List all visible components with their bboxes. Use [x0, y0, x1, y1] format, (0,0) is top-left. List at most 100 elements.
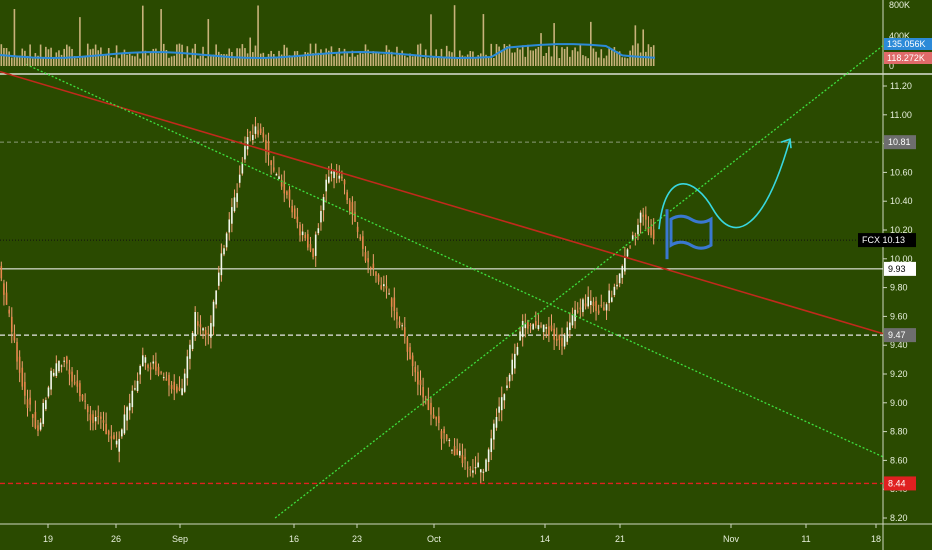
- candle-body[interactable]: [136, 380, 139, 391]
- candle-body[interactable]: [393, 297, 396, 311]
- candle-body[interactable]: [375, 271, 377, 276]
- candle-body[interactable]: [385, 286, 388, 289]
- candle-body[interactable]: [574, 309, 576, 322]
- candle-body[interactable]: [246, 137, 249, 150]
- candle-body[interactable]: [168, 374, 170, 386]
- candle-body[interactable]: [231, 207, 233, 224]
- candle-body[interactable]: [241, 163, 244, 174]
- candle-body[interactable]: [346, 192, 348, 201]
- candle-body[interactable]: [207, 333, 210, 335]
- candle-body[interactable]: [605, 304, 608, 311]
- candle-body[interactable]: [529, 324, 532, 327]
- candle-body[interactable]: [540, 325, 542, 327]
- candle-body[interactable]: [472, 470, 474, 473]
- candle-body[interactable]: [341, 176, 343, 179]
- candle-body[interactable]: [403, 327, 406, 337]
- candle-body[interactable]: [110, 436, 113, 439]
- candle-body[interactable]: [490, 438, 493, 453]
- candle-body[interactable]: [304, 234, 307, 239]
- candle-body[interactable]: [597, 310, 600, 314]
- candle-body[interactable]: [495, 417, 498, 428]
- candle-body[interactable]: [105, 423, 107, 435]
- candle-body[interactable]: [50, 370, 52, 390]
- candle-body[interactable]: [26, 399, 29, 408]
- candle-body[interactable]: [482, 471, 485, 473]
- candle-body[interactable]: [134, 388, 136, 390]
- candle-body[interactable]: [534, 321, 537, 326]
- candle-body[interactable]: [430, 402, 432, 415]
- candle-body[interactable]: [432, 414, 435, 419]
- candle-body[interactable]: [419, 380, 422, 386]
- candle-body[interactable]: [249, 131, 252, 133]
- candle-body[interactable]: [228, 219, 231, 233]
- candle-body[interactable]: [647, 227, 650, 233]
- candle-body[interactable]: [508, 374, 511, 382]
- candle-body[interactable]: [259, 128, 262, 134]
- candle-body[interactable]: [435, 416, 438, 420]
- candle-body[interactable]: [587, 296, 589, 307]
- candle-body[interactable]: [288, 189, 291, 201]
- candle-body[interactable]: [265, 139, 267, 152]
- candle-body[interactable]: [616, 284, 618, 287]
- candle-body[interactable]: [372, 263, 375, 269]
- candle-body[interactable]: [555, 338, 558, 341]
- candle-body[interactable]: [217, 272, 220, 286]
- candle-body[interactable]: [42, 402, 45, 424]
- candle-body[interactable]: [516, 346, 519, 355]
- candle-body[interactable]: [440, 431, 443, 439]
- candle-body[interactable]: [270, 160, 272, 166]
- candle-body[interactable]: [317, 228, 320, 234]
- candle-body[interactable]: [359, 237, 362, 240]
- candle-body[interactable]: [639, 212, 642, 223]
- candle-body[interactable]: [45, 400, 47, 410]
- candle-body[interactable]: [309, 244, 312, 251]
- candle-body[interactable]: [60, 365, 63, 367]
- candle-body[interactable]: [76, 380, 79, 387]
- candle-body[interactable]: [650, 226, 652, 236]
- candle-body[interactable]: [453, 446, 456, 456]
- candle-body[interactable]: [377, 274, 380, 282]
- candle-body[interactable]: [582, 299, 584, 313]
- candle-body[interactable]: [566, 327, 569, 342]
- candle-body[interactable]: [608, 290, 610, 303]
- candle-body[interactable]: [477, 462, 479, 468]
- candle-body[interactable]: [514, 353, 516, 369]
- candle-body[interactable]: [561, 338, 563, 347]
- candle-body[interactable]: [390, 298, 393, 307]
- candle-body[interactable]: [162, 377, 165, 379]
- candle-body[interactable]: [383, 284, 385, 287]
- candle-body[interactable]: [147, 364, 149, 368]
- candle-body[interactable]: [624, 258, 626, 272]
- candle-body[interactable]: [29, 397, 31, 405]
- candle-body[interactable]: [613, 286, 616, 296]
- candle-body[interactable]: [603, 307, 605, 311]
- candle-body[interactable]: [629, 246, 631, 248]
- candle-body[interactable]: [563, 334, 566, 347]
- candle-body[interactable]: [474, 467, 477, 469]
- candle-body[interactable]: [63, 360, 65, 362]
- candle-body[interactable]: [199, 324, 202, 328]
- candle-body[interactable]: [553, 328, 555, 340]
- candle-body[interactable]: [398, 321, 401, 326]
- candle-body[interactable]: [600, 304, 603, 306]
- candle-body[interactable]: [286, 191, 288, 195]
- candle-body[interactable]: [320, 210, 322, 223]
- candle-body[interactable]: [438, 416, 440, 423]
- candle-body[interactable]: [107, 430, 110, 435]
- candle-body[interactable]: [584, 303, 587, 307]
- candle-body[interactable]: [113, 435, 115, 439]
- candle-body[interactable]: [233, 197, 236, 212]
- candle-body[interactable]: [618, 273, 621, 284]
- candle-body[interactable]: [445, 434, 448, 439]
- candle-body[interactable]: [18, 356, 21, 373]
- candle-body[interactable]: [84, 400, 86, 402]
- candle-body[interactable]: [443, 429, 445, 434]
- candle-body[interactable]: [545, 327, 548, 329]
- candle-body[interactable]: [299, 224, 301, 236]
- candle-body[interactable]: [204, 330, 207, 336]
- candle-body[interactable]: [479, 469, 482, 473]
- candle-body[interactable]: [312, 248, 314, 257]
- candle-body[interactable]: [215, 290, 217, 305]
- candle-body[interactable]: [343, 180, 346, 185]
- candle-body[interactable]: [569, 322, 571, 330]
